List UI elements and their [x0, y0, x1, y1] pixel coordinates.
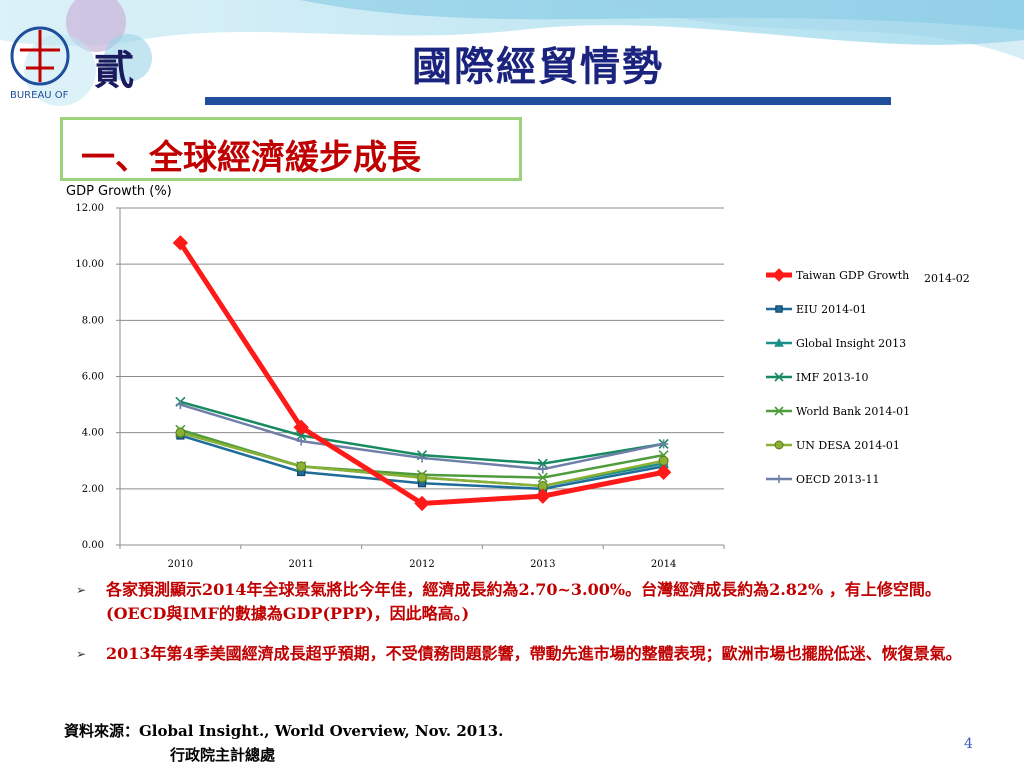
- data-point: [538, 464, 548, 474]
- bullet-item: ➢ 各家預測顯示2014年全球景氣將比今年佳，經濟成長約為2.70~3.00%。…: [70, 578, 990, 626]
- legend-label-suffix: 2014-02: [924, 272, 970, 285]
- page-number: 4: [964, 736, 973, 752]
- bullet-text: 2013年第4季美國經濟成長超乎預期，不受債務問題影響，帶動先進市場的整體表現；…: [106, 644, 962, 663]
- data-point: [659, 439, 669, 449]
- data-point: [293, 419, 309, 436]
- legend-label: EIU 2014-01: [796, 303, 867, 316]
- data-point: [414, 495, 430, 512]
- x-tick-label: 2013: [530, 559, 555, 570]
- data-point: [658, 455, 669, 466]
- legend-label: Taiwan GDP Growth: [796, 269, 909, 282]
- data-point: [175, 400, 185, 410]
- data-point: [655, 464, 672, 480]
- svg-text:BUREAU OF: BUREAU OF: [10, 90, 69, 101]
- data-point: [172, 235, 189, 251]
- y-tick-label: 8.00: [82, 315, 104, 326]
- data-point: [417, 472, 427, 483]
- chart-title: GDP Growth (%): [66, 184, 172, 199]
- data-point: [175, 427, 186, 438]
- legend-label: OECD 2013-11: [796, 473, 880, 486]
- source-agency: 行政院主計總處: [170, 746, 276, 764]
- legend-label: World Bank 2014-01: [796, 405, 910, 418]
- y-tick-label: 2.00: [82, 484, 104, 495]
- x-tick-label: 2011: [288, 559, 313, 570]
- subtitle-box: 一、全球經濟緩步成長: [60, 117, 522, 181]
- bullet-arrow-icon: ➢: [76, 583, 87, 597]
- y-tick-label: 0.00: [82, 540, 104, 551]
- title-underline: [205, 97, 891, 105]
- section-number: 貳: [94, 47, 134, 94]
- data-point: [537, 472, 548, 483]
- legend-marker: [775, 305, 783, 313]
- bureau-logo: BUREAU OF: [10, 26, 70, 101]
- legend-marker: [774, 337, 784, 347]
- bullet-text: 各家預測顯示2014年全球景氣將比今年佳，經濟成長約為2.70~3.00%。台灣…: [106, 580, 941, 623]
- x-tick-label: 2012: [409, 559, 434, 570]
- y-tick-label: 6.00: [82, 372, 104, 383]
- data-point: [296, 436, 306, 446]
- source-note: 資料來源：Global Insight., World Overview, No…: [64, 722, 504, 740]
- legend-label: UN DESA 2014-01: [796, 439, 900, 452]
- bullet-item: ➢ 2013年第4季美國經濟成長超乎預期，不受債務問題影響，帶動先進市場的整體表…: [70, 642, 990, 666]
- bullet-list: ➢ 各家預測顯示2014年全球景氣將比今年佳，經濟成長約為2.70~3.00%。…: [70, 578, 990, 682]
- data-point: [417, 453, 427, 463]
- bullet-arrow-icon: ➢: [76, 647, 87, 661]
- x-tick-label: 2014: [651, 559, 676, 570]
- legend-label: Global Insight 2013: [796, 337, 906, 350]
- data-point: [535, 488, 551, 504]
- legend-marker: [774, 372, 784, 382]
- data-point: [296, 461, 307, 472]
- page-title: 國際經貿情勢: [412, 43, 664, 90]
- gdp-growth-chart: 0.00 2.00 4.00 6.00 8.00 10.00 12.00 2010 2011 20…: [75, 203, 970, 570]
- y-tick-label: 10.00: [75, 259, 104, 270]
- legend-label: IMF 2013-10: [796, 371, 868, 384]
- x-tick-label: 2010: [168, 559, 193, 570]
- data-point: [537, 458, 548, 469]
- legend-marker: [772, 268, 786, 282]
- subtitle: 一、全球經濟緩步成長: [81, 138, 421, 178]
- y-tick-label: 4.00: [82, 428, 104, 439]
- legend-marker: [774, 440, 784, 450]
- legend-marker: [775, 475, 783, 483]
- legend-marker: [774, 406, 784, 416]
- y-tick-label: 12.00: [75, 203, 104, 214]
- data-point: [296, 430, 307, 441]
- series-line: [178, 241, 665, 506]
